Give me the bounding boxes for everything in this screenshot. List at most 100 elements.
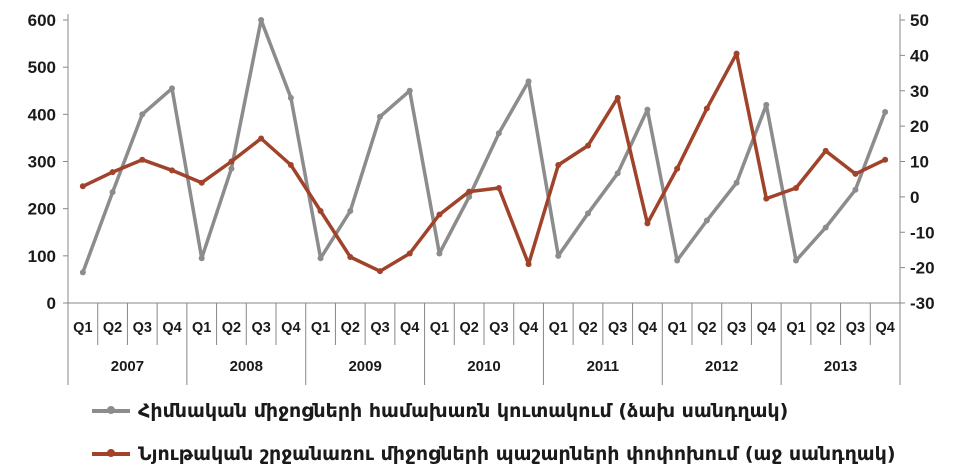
- series-1-point: [793, 257, 799, 264]
- series-1-point: [703, 217, 710, 224]
- series-1-point: [674, 257, 681, 264]
- year-label: 2007: [111, 358, 144, 375]
- series-1-point: [406, 87, 413, 94]
- category-label: Q1: [786, 320, 805, 336]
- series-line-1: [81, 18, 887, 273]
- category-label: Q2: [816, 320, 835, 336]
- series-2-point: [317, 208, 324, 215]
- series-2-point: [852, 170, 859, 177]
- category-label: Q3: [727, 320, 746, 336]
- category-label: Q3: [608, 320, 627, 336]
- series-1-point: [852, 186, 859, 193]
- series-2-point: [139, 156, 146, 163]
- category-label: Q4: [400, 320, 419, 336]
- right-tick-label: 10: [910, 153, 929, 172]
- series-2-point: [198, 179, 205, 186]
- series-1-point: [317, 255, 324, 262]
- series-1-point: [644, 106, 651, 113]
- category-label: Q2: [341, 320, 360, 336]
- category-label: Q1: [192, 320, 211, 336]
- series-1-point: [555, 252, 562, 259]
- right-tick-label: 50: [910, 11, 929, 30]
- series-2-point: [79, 183, 86, 190]
- series-2-point: [763, 195, 770, 202]
- series-1-point: [198, 255, 205, 262]
- series-1-point: [287, 94, 294, 101]
- category-label: Q1: [311, 320, 330, 336]
- year-label: 2011: [587, 358, 620, 375]
- left-tick-label: 300: [28, 153, 56, 172]
- series-1-point: [258, 17, 265, 23]
- category-label: Q4: [519, 320, 538, 336]
- series-layer: [79, 17, 889, 276]
- category-label: Q1: [667, 320, 686, 336]
- category-label: Q3: [489, 320, 508, 336]
- series-2-point: [822, 147, 829, 154]
- category-label: Q2: [578, 320, 597, 336]
- category-label: Q2: [222, 320, 241, 336]
- series-2-point: [793, 185, 799, 192]
- year-label: 2010: [467, 358, 500, 375]
- series-1-point: [763, 101, 770, 108]
- left-tick-label: 200: [28, 200, 56, 219]
- year-label: 2013: [824, 358, 857, 375]
- year-label: 2008: [230, 358, 263, 375]
- series-2-point: [525, 261, 532, 268]
- series-2-point: [258, 135, 265, 142]
- category-label: Q1: [430, 320, 449, 336]
- left-tick-label: 400: [28, 105, 56, 124]
- series-1-point: [495, 130, 502, 137]
- series-1-point: [882, 108, 889, 115]
- year-label: 2012: [705, 358, 738, 375]
- category-label: Q3: [846, 320, 865, 336]
- left-tick-label: 100: [28, 247, 56, 266]
- series-2-point: [169, 167, 175, 174]
- series-1-point: [79, 269, 86, 276]
- left-tick-label: 0: [47, 294, 56, 313]
- series-1-point: [466, 193, 473, 200]
- series-2-point: [287, 162, 294, 169]
- series-1-point: [525, 78, 532, 85]
- year-label: 2009: [348, 358, 381, 375]
- series-2-point: [436, 211, 443, 218]
- legend-item-gross-capital: Հիմնական միջոցների համախառն կուտակում (ձ…: [92, 400, 788, 422]
- series-1-point: [139, 111, 146, 118]
- series-2-point: [377, 268, 383, 275]
- legend-swatch-red: [92, 449, 130, 457]
- series-2-point: [347, 254, 354, 261]
- left-tick-label: 600: [28, 11, 56, 30]
- series-2-point: [555, 162, 562, 169]
- right-tick-label: -20: [910, 259, 935, 278]
- series-2-point: [703, 105, 710, 112]
- series-2-point: [674, 165, 681, 172]
- category-label: Q4: [875, 320, 894, 336]
- axes: 0 100 200 300 400 500 600 -30 -20 -10 0 10 20 30 40 50 Q…: [28, 11, 935, 385]
- category-label: Q2: [697, 320, 716, 336]
- series-1-point: [436, 250, 443, 257]
- series-1-point: [228, 165, 235, 172]
- series-2-point: [585, 142, 591, 149]
- category-label: Q4: [162, 320, 181, 336]
- series-1-point: [614, 170, 621, 177]
- category-label: Q1: [73, 320, 92, 336]
- series-1-point: [109, 189, 116, 196]
- category-label: Q3: [370, 320, 389, 336]
- series-line-2: [82, 51, 886, 273]
- series-2-point: [495, 185, 502, 192]
- series-1-point: [377, 113, 383, 120]
- series-2-point: [228, 158, 235, 165]
- category-label: Q3: [133, 320, 152, 336]
- series-2-point: [109, 169, 116, 176]
- series-2-point: [882, 156, 889, 163]
- series-1-point: [585, 210, 591, 217]
- series-1-point: [169, 85, 175, 92]
- right-tick-label: -10: [910, 223, 935, 242]
- right-tick-label: 30: [910, 82, 929, 101]
- series-2-point: [406, 250, 413, 257]
- category-label: Q4: [281, 320, 300, 336]
- right-tick-label: -30: [910, 294, 935, 313]
- left-tick-label: 500: [28, 58, 56, 77]
- category-label: Q1: [549, 320, 568, 336]
- right-tick-label: 40: [910, 46, 929, 65]
